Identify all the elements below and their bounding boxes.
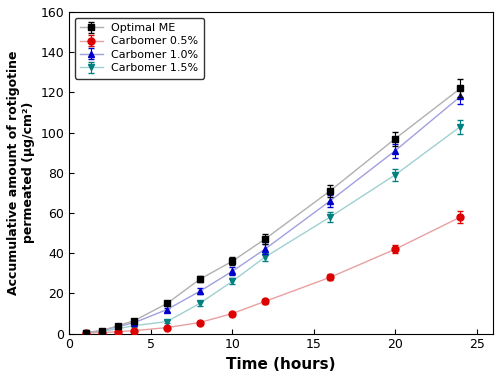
Legend: Optimal ME, Carbomer 0.5%, Carbomer 1.0%, Carbomer 1.5%: Optimal ME, Carbomer 0.5%, Carbomer 1.0%…: [75, 17, 204, 78]
Y-axis label: Accumulative amount of rotigotine
permeated (μg/cm²): Accumulative amount of rotigotine permea…: [7, 50, 35, 295]
X-axis label: Time (hours): Time (hours): [226, 357, 336, 372]
